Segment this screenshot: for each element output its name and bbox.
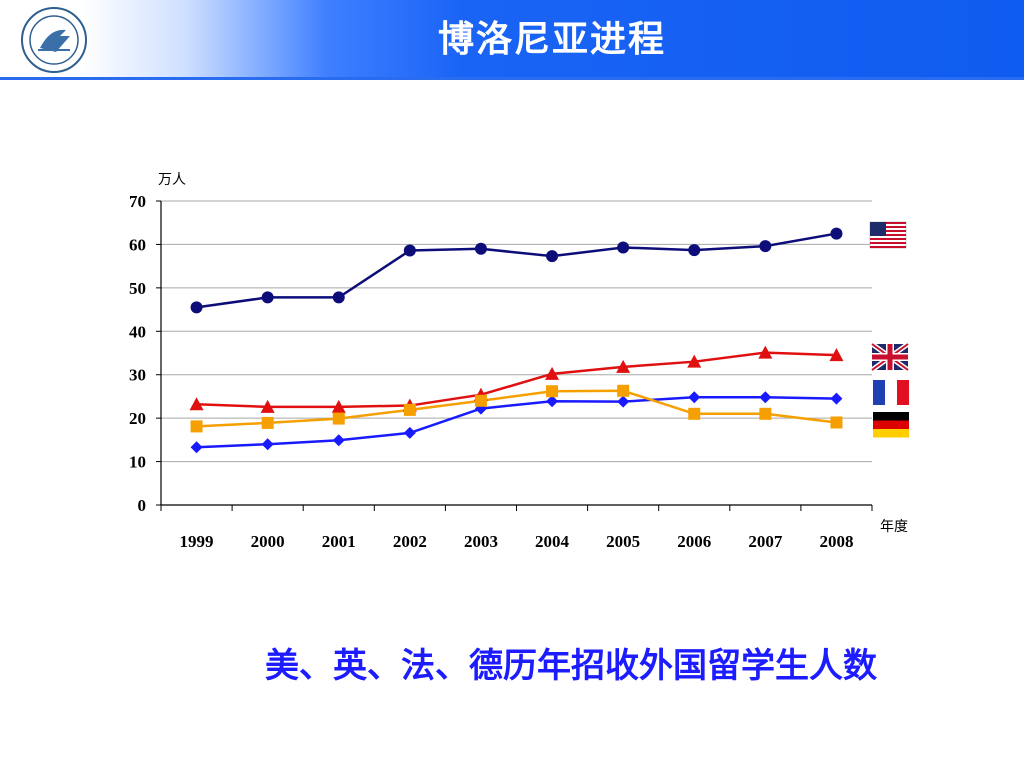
y-tick-label: 50 [129,279,146,298]
x-tick-label: 2004 [535,532,570,551]
data-point-germany [403,403,416,416]
header-divider [0,77,1024,80]
data-point-uk [331,399,346,413]
data-point-uk [616,359,631,373]
germany-flag-icon [873,412,909,438]
data-point-usa [759,240,772,253]
chart-caption: 美、英、法、德历年招收外国留学生人数 [265,646,877,686]
series-line-germany [196,389,837,428]
data-point-germany [332,412,345,425]
gridlines [161,200,872,463]
series-line-uk [196,351,837,409]
y-tick-label: 70 [129,192,146,211]
data-point-uk [260,399,275,413]
y-tick-label: 30 [129,366,146,385]
data-point-france [332,434,345,447]
series-line-usa [196,232,837,309]
data-point-usa [474,242,487,255]
x-tick-label: 2007 [748,532,783,551]
x-tick-label: 2002 [393,532,427,551]
data-point-france [617,395,630,408]
france-flag-icon [873,380,909,405]
data-point-uk [545,366,560,380]
x-tick-label: 1999 [180,532,214,551]
data-point-uk [189,397,204,411]
x-tick-label: 2005 [606,532,640,551]
university-logo-icon [21,7,87,73]
data-point-usa [261,291,274,304]
x-tick-label: 2001 [322,532,356,551]
data-point-usa [546,250,559,263]
data-point-usa [688,244,701,257]
y-tick-label: 10 [129,453,146,472]
line-chart: 0 10 20 30 40 50 60 70 1999 2000 2001 2002 2003 2004… [129,172,910,551]
x-tick-label: 2000 [251,532,285,551]
x-tick-label: 2003 [464,532,498,551]
data-point-france [261,438,274,451]
x-tick-label: 2008 [819,532,853,551]
data-point-germany [617,384,630,397]
data-point-uk [687,354,702,368]
data-point-germany [546,385,559,398]
x-tick-label: 2006 [677,532,711,551]
data-point-germany [830,416,843,429]
data-point-france [688,391,701,404]
data-point-france [546,395,559,408]
data-point-france [190,441,203,454]
data-point-france [403,426,416,439]
data-point-uk [758,345,773,359]
data-point-usa [332,291,345,304]
uk-flag-icon [870,341,910,373]
data-point-germany [688,407,701,420]
x-axis-ticks: 1999 2000 2001 2002 2003 2004 2005 2006 2007 2008 [180,532,854,551]
data-point-usa [403,244,416,257]
axes [156,200,873,511]
page-title: 博洛尼亚进程 [437,19,666,60]
y-tick-label: 40 [129,322,146,341]
y-axis-unit-label: 万人 [158,172,186,188]
usa-flag-icon [869,221,907,249]
data-point-germany [474,394,487,407]
y-tick-label: 0 [138,496,147,515]
data-point-usa [830,227,843,240]
series-markers [189,227,844,454]
header-bar: 博洛尼亚进程 [0,0,1024,80]
data-point-germany [190,420,203,433]
data-point-usa [190,301,203,314]
series-lines [196,232,837,449]
y-axis-ticks: 0 10 20 30 40 50 60 70 [129,192,146,515]
data-point-germany [261,416,274,429]
data-point-france [759,391,772,404]
series-line-france [196,396,837,449]
data-point-uk [829,348,844,362]
data-point-usa [617,241,630,254]
x-axis-unit-label: 年度 [880,519,908,535]
y-tick-label: 60 [129,235,146,254]
data-point-france [830,392,843,405]
y-tick-label: 20 [129,409,146,428]
data-point-germany [759,407,772,420]
